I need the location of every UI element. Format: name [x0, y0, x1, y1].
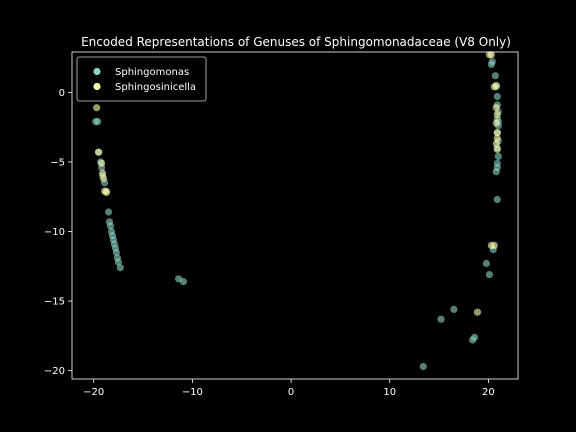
point-sphingomonas-10 [106, 222, 115, 230]
x-tick-label: −20 [83, 387, 104, 398]
series-sphingomonas [92, 58, 502, 371]
point-sphingomonas-21 [179, 278, 188, 286]
x-tick-label: −10 [182, 387, 203, 398]
point-sphingosinicella-20 [473, 308, 482, 316]
point-sphingomonas-22 [419, 362, 427, 371]
point-sphingosinicella-15 [493, 134, 501, 142]
point-sphingomonas-28 [485, 271, 493, 279]
point-sphingosinicella-17 [493, 145, 501, 153]
point-sphingosinicella-6 [102, 188, 111, 197]
x-tick-label: 20 [482, 387, 495, 398]
point-sphingomonas-23 [437, 315, 445, 323]
x-axis: −20 −10 0 10 20 [83, 379, 495, 398]
point-sphingosinicella-14 [493, 129, 501, 137]
point-sphingomonas-8 [104, 208, 113, 216]
y-tick-label: −10 [44, 227, 65, 238]
chart-title: Encoded Representations of Genuses of Sp… [81, 35, 511, 49]
point-sphingomonas-24 [450, 305, 458, 313]
point-sphingomonas-16 [112, 248, 120, 256]
point-sphingosinicella-4 [100, 175, 108, 183]
legend-label-sphingomonas: Sphingomonas [115, 67, 189, 78]
point-sphingomonas-35 [493, 92, 501, 101]
y-tick-label: −5 [50, 157, 65, 168]
point-sphingomonas-43 [494, 152, 502, 160]
point-sphingosinicella-1 [95, 148, 103, 156]
point-sphingomonas-1 [94, 118, 102, 126]
point-sphingomonas-30 [493, 195, 501, 204]
y-tick-label: 0 [59, 88, 65, 99]
legend-label-sphingosinicella: Sphingosinicella [115, 82, 196, 93]
points-layer [92, 51, 502, 371]
point-sphingosinicella-10 [492, 81, 500, 89]
y-tick-label: −20 [44, 366, 65, 377]
point-sphingosinicella-16 [492, 140, 500, 148]
point-sphingomonas-33 [491, 72, 499, 80]
legend-marker-sphingomonas [93, 67, 101, 76]
legend-marker-sphingosinicella [93, 82, 101, 91]
series-sphingosinicella [93, 51, 501, 316]
plot-frame [71, 51, 519, 380]
x-tick-label: 10 [383, 387, 396, 398]
point-sphingosinicella-11 [492, 104, 500, 112]
point-sphingosinicella-13 [492, 119, 500, 127]
x-tick-label: 0 [288, 387, 294, 398]
point-sphingosinicella-12 [493, 111, 501, 119]
point-sphingomonas-46 [493, 163, 501, 172]
legend: Sphingomonas Sphingosinicella [76, 56, 207, 102]
y-axis: 0 −5 −10 −15 −20 [44, 88, 72, 377]
point-sphingomonas-18 [114, 258, 122, 266]
point-sphingomonas-27 [482, 259, 490, 268]
point-sphingosinicella-8 [487, 51, 495, 59]
point-sphingomonas-26 [471, 333, 479, 341]
y-tick-label: −15 [44, 297, 65, 308]
legend-box [76, 56, 207, 102]
point-sphingosinicella-2 [98, 159, 106, 167]
point-sphingosinicella-3 [99, 169, 107, 177]
point-sphingosinicella-19 [487, 241, 495, 249]
point-sphingomonas-19 [116, 264, 124, 272]
point-sphingosinicella-0 [93, 104, 101, 112]
point-sphingomonas-32 [488, 58, 496, 66]
